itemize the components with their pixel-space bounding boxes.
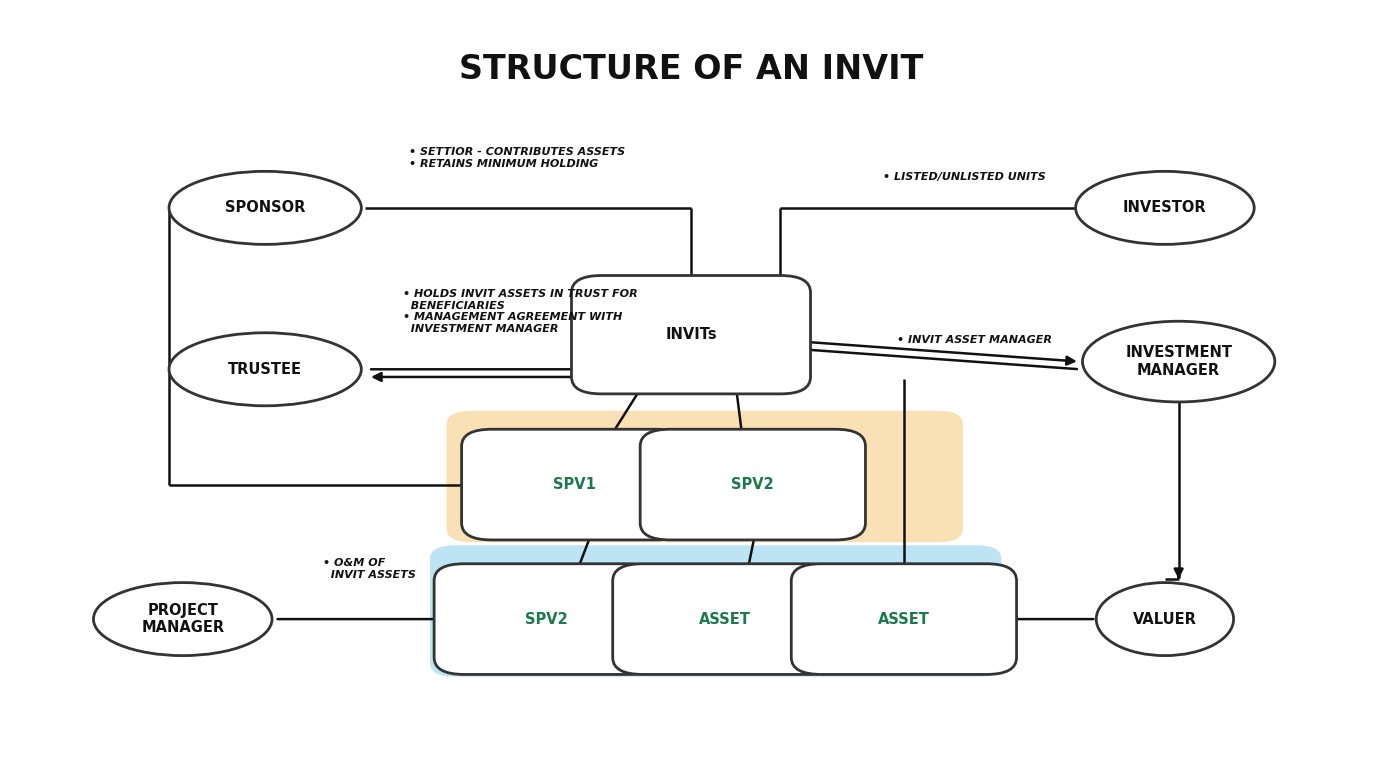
Text: • O&M OF
  INVIT ASSETS: • O&M OF INVIT ASSETS (323, 559, 416, 580)
Text: • LISTED/UNLISTED UNITS: • LISTED/UNLISTED UNITS (883, 172, 1046, 182)
Text: SPV2: SPV2 (525, 611, 568, 626)
Text: SPV2: SPV2 (731, 477, 774, 492)
Ellipse shape (169, 172, 361, 245)
Text: SPONSOR: SPONSOR (225, 200, 305, 215)
Text: ASSET: ASSET (878, 611, 930, 626)
Text: TRUSTEE: TRUSTEE (228, 362, 303, 377)
Text: INVITs: INVITs (665, 327, 717, 342)
FancyBboxPatch shape (612, 564, 837, 674)
Ellipse shape (1075, 172, 1255, 245)
Text: • HOLDS INVIT ASSETS IN TRUST FOR
  BENEFICIARIES
• MANAGEMENT AGREEMENT WITH
  : • HOLDS INVIT ASSETS IN TRUST FOR BENEFI… (402, 289, 637, 334)
Text: ASSET: ASSET (699, 611, 752, 626)
Ellipse shape (1096, 583, 1234, 656)
Text: PROJECT
MANAGER: PROJECT MANAGER (141, 603, 224, 636)
Ellipse shape (1082, 321, 1274, 402)
FancyBboxPatch shape (446, 411, 963, 542)
Text: • SETTIOR - CONTRIBUTES ASSETS
• RETAINS MINIMUM HOLDING: • SETTIOR - CONTRIBUTES ASSETS • RETAINS… (409, 147, 626, 169)
Text: VALUER: VALUER (1133, 611, 1197, 626)
Ellipse shape (169, 333, 361, 406)
FancyBboxPatch shape (430, 545, 1002, 677)
FancyBboxPatch shape (792, 564, 1017, 674)
Text: STRUCTURE OF AN INVIT: STRUCTURE OF AN INVIT (459, 53, 923, 86)
Ellipse shape (94, 583, 272, 656)
FancyBboxPatch shape (462, 429, 687, 540)
FancyBboxPatch shape (640, 429, 865, 540)
FancyBboxPatch shape (572, 276, 810, 394)
Text: INVESTOR: INVESTOR (1124, 200, 1206, 215)
FancyBboxPatch shape (434, 564, 659, 674)
Text: INVESTMENT
MANAGER: INVESTMENT MANAGER (1125, 346, 1233, 378)
Text: • INVIT ASSET MANAGER: • INVIT ASSET MANAGER (897, 335, 1052, 345)
Text: SPV1: SPV1 (553, 477, 596, 492)
